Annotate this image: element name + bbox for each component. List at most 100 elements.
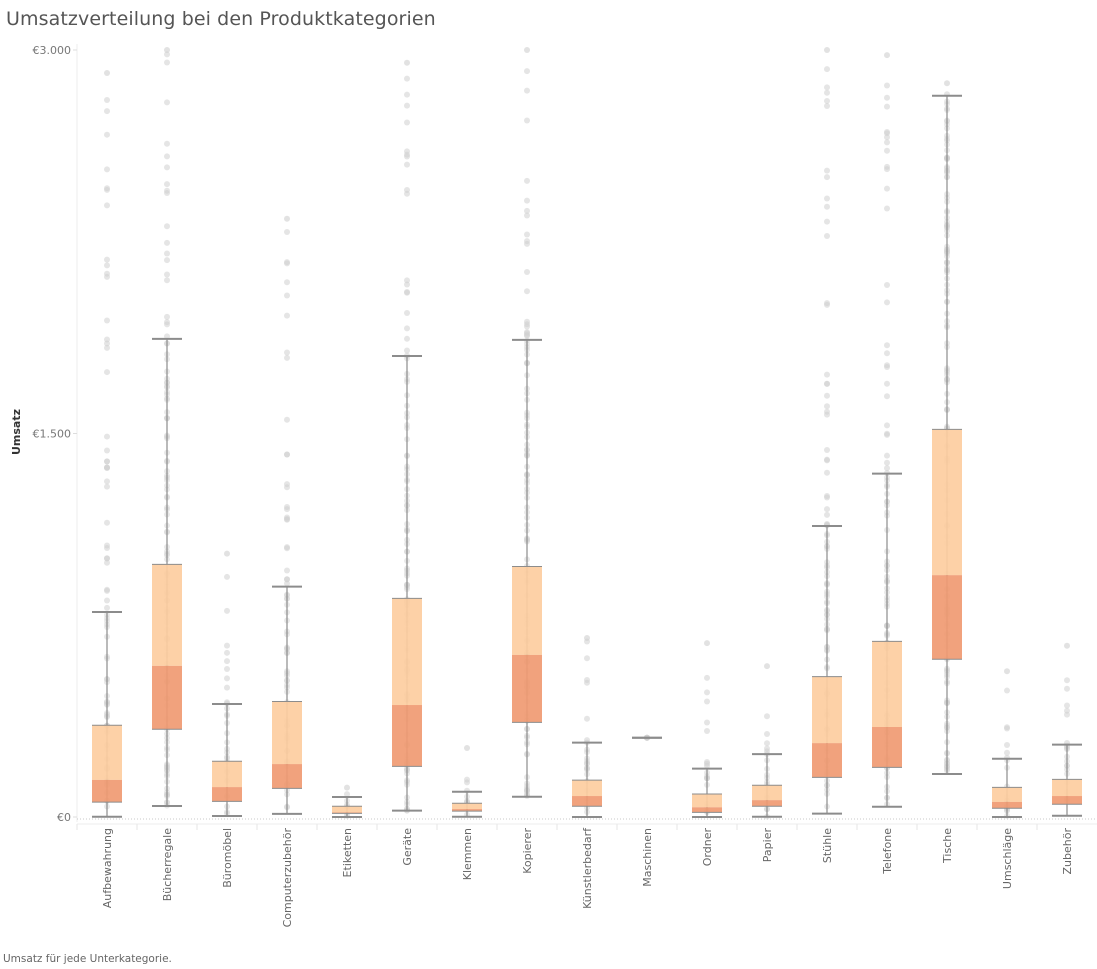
outlier-point (524, 323, 530, 330)
outlier-point (524, 231, 530, 238)
outlier-point (224, 607, 230, 614)
outlier-point (884, 103, 890, 110)
outlier-point (824, 511, 830, 518)
outlier-point (824, 371, 830, 378)
x-tick-label: Etiketten (341, 828, 354, 877)
outlier-point (524, 87, 530, 94)
box-lower (1052, 796, 1082, 805)
outlier-point (884, 299, 890, 306)
outlier-point (824, 97, 830, 104)
x-tick-label: Klemmen (461, 828, 474, 880)
outlier-point (284, 259, 290, 266)
outlier-point (224, 642, 230, 649)
box-upper (992, 787, 1022, 802)
x-tick-label: Geräte (401, 828, 414, 866)
outlier-point (824, 301, 830, 308)
outlier-point (1004, 749, 1010, 756)
outlier-point (104, 262, 110, 269)
outlier-point (884, 134, 890, 141)
box-upper (392, 598, 422, 706)
outlier-point (284, 416, 290, 423)
outlier-point (164, 47, 170, 53)
outlier-point (824, 232, 830, 239)
outlier-point (884, 147, 890, 154)
outlier-point (884, 452, 890, 459)
outlier-point (704, 698, 710, 705)
outlier-point (284, 451, 290, 458)
outlier-point (284, 545, 290, 552)
box-upper (812, 676, 842, 744)
outlier-point (884, 342, 890, 349)
outlier-point (164, 153, 170, 160)
x-tick-label: Computerzubehör (281, 828, 294, 928)
y-tick-label: €0 (57, 811, 71, 824)
outlier-point (284, 312, 290, 319)
outlier-point (104, 483, 110, 490)
outlier-point (764, 663, 770, 670)
outlier-point (104, 97, 110, 104)
outlier-point (884, 128, 890, 135)
x-tick-label: Aufbewahrung (101, 828, 114, 908)
x-tick-label: Stühle (821, 828, 834, 863)
outlier-point (164, 164, 170, 171)
outlier-point (824, 174, 830, 181)
outlier-point (464, 744, 470, 751)
outlier-point (404, 102, 410, 109)
outlier-point (404, 309, 410, 316)
outlier-point (824, 493, 830, 500)
outlier-point (884, 139, 890, 146)
outlier-point (824, 403, 830, 410)
outlier-point (104, 166, 110, 173)
outlier-point (104, 70, 110, 77)
outlier-point (104, 542, 110, 549)
box-lower (512, 654, 542, 723)
outlier-point (224, 684, 230, 691)
outlier-point (584, 635, 590, 642)
box-lower (812, 743, 842, 778)
outlier-point (824, 457, 830, 464)
outlier-point (404, 289, 410, 296)
outlier-point (524, 212, 530, 219)
box-lower (992, 801, 1022, 809)
outlier-point (224, 550, 230, 557)
outlier-point (764, 730, 770, 737)
outlier-point (284, 506, 290, 513)
outlier-point (284, 279, 290, 286)
outlier-point (164, 223, 170, 230)
box-upper (752, 785, 782, 801)
outlier-point (104, 369, 110, 376)
outlier-point (284, 292, 290, 299)
outlier-point (284, 215, 290, 222)
outlier-point (704, 727, 710, 734)
outlier-point (404, 281, 410, 288)
outlier-point (824, 47, 830, 53)
outlier-point (224, 573, 230, 580)
outlier-point (524, 288, 530, 295)
x-tick-label: Ordner (701, 828, 714, 867)
y-tick-label: €1.500 (33, 428, 72, 441)
x-tick-labels: Aufbewahrung Bücherregale Büromöbel Compute… (76, 824, 1074, 928)
boxplot-chart: Umsatz €0 €1.500 €3.000 Aufbewahrung Bücher… (10, 44, 1097, 928)
box-upper (932, 429, 962, 576)
outlier-point (284, 349, 290, 356)
outlier-point (104, 597, 110, 604)
x-tick-label: Tische (941, 828, 954, 864)
x-tick-label: Bücherregale (161, 828, 174, 901)
y-tick-label: €3.000 (33, 44, 72, 57)
x-tick-label: Papier (761, 828, 774, 863)
outlier-point (1064, 677, 1070, 684)
outlier-point (884, 393, 890, 400)
outlier-point (164, 239, 170, 246)
outlier-point (584, 679, 590, 686)
outlier-point (104, 559, 110, 566)
outlier-point (104, 108, 110, 115)
outlier-point (104, 587, 110, 594)
outlier-point (164, 250, 170, 257)
outlier-point (884, 363, 890, 370)
x-tick-label: Kopierer (521, 828, 534, 874)
outlier-point (104, 131, 110, 138)
outlier-point (164, 333, 170, 340)
outlier-point (884, 205, 890, 212)
chart-title: Umsatzverteilung bei den Produktkategori… (6, 8, 436, 30)
outlier-point (104, 433, 110, 440)
